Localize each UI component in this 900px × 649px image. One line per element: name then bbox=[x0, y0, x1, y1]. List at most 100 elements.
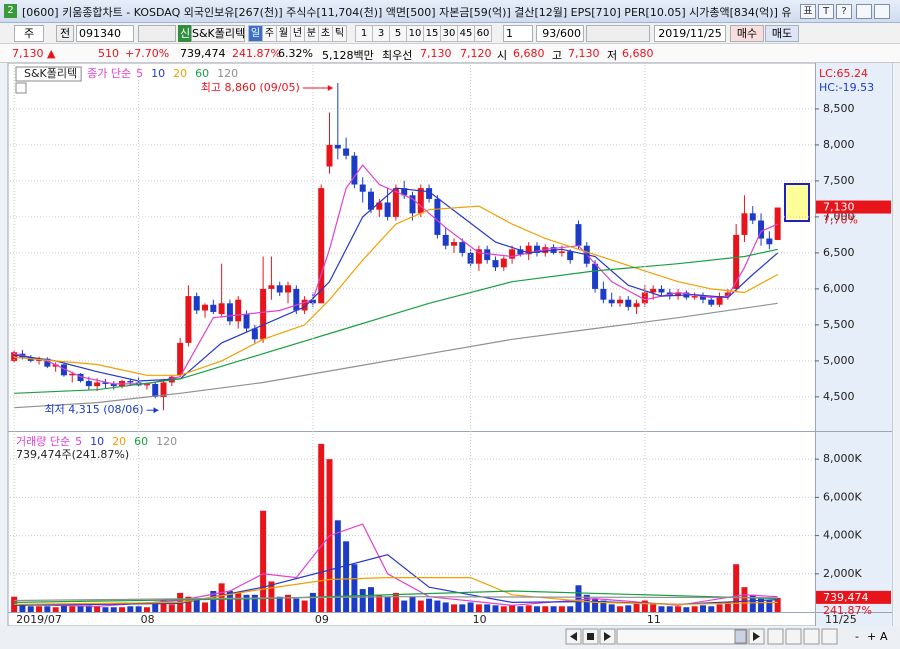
period-button[interactable]: 월 bbox=[276, 25, 291, 42]
period-button[interactable]: 분 bbox=[304, 25, 319, 42]
stock-name[interactable]: S&K폴리텍 bbox=[191, 25, 245, 42]
volume-bar bbox=[683, 607, 690, 612]
tool-button[interactable] bbox=[785, 628, 802, 645]
period-button[interactable]: 일 bbox=[248, 25, 263, 42]
interval-button[interactable]: 30 bbox=[440, 25, 458, 42]
volume-bar bbox=[235, 592, 242, 612]
ma-line bbox=[14, 577, 778, 606]
volume-bar bbox=[69, 606, 76, 612]
window-icon[interactable]: 표 bbox=[800, 4, 816, 19]
volume-bar bbox=[558, 606, 565, 612]
interval-button[interactable]: 1 bbox=[355, 25, 373, 42]
volume-bar bbox=[376, 594, 383, 612]
interval-button[interactable]: 3 bbox=[372, 25, 390, 42]
tool-button[interactable] bbox=[803, 628, 820, 645]
candle-body bbox=[243, 314, 250, 329]
zoom-in[interactable]: + bbox=[867, 630, 876, 643]
count-input[interactable]: 1 bbox=[503, 25, 533, 42]
volume-bar bbox=[334, 520, 341, 612]
window-icon[interactable]: ? bbox=[836, 4, 852, 19]
scroll-track[interactable] bbox=[616, 628, 748, 645]
nav-buttons[interactable] bbox=[138, 25, 176, 42]
x-tick-label: 11 bbox=[647, 613, 661, 626]
candle-body bbox=[185, 296, 192, 343]
zoom-auto[interactable]: A bbox=[880, 630, 888, 643]
candle-body bbox=[193, 296, 200, 311]
candle-body bbox=[766, 238, 773, 245]
period-button[interactable]: 초 bbox=[318, 25, 333, 42]
grid-icon[interactable] bbox=[15, 82, 27, 94]
close[interactable] bbox=[874, 4, 890, 19]
candle-body bbox=[301, 299, 308, 311]
volume-bar bbox=[542, 606, 549, 612]
candle-body bbox=[318, 188, 325, 304]
scroll-buttons bbox=[565, 628, 838, 645]
volume-bar bbox=[27, 606, 34, 612]
turnover: 6.32% bbox=[278, 47, 313, 60]
order-box[interactable] bbox=[784, 183, 810, 222]
last-value-label: 7,130 bbox=[823, 201, 855, 214]
volume-bar bbox=[210, 590, 217, 612]
low: 6,680 bbox=[622, 47, 654, 60]
minimize[interactable] bbox=[856, 4, 872, 19]
candle-body bbox=[343, 148, 350, 156]
candle-body bbox=[450, 242, 457, 246]
tool-icons[interactable] bbox=[586, 25, 650, 42]
scroll-thumb[interactable] bbox=[734, 629, 747, 644]
legend-entry: 20 bbox=[112, 435, 126, 448]
code-input[interactable]: 091340 bbox=[76, 25, 134, 42]
candle-body bbox=[110, 383, 117, 387]
volume-bar bbox=[592, 598, 599, 612]
candle-body bbox=[359, 184, 366, 192]
y-tick-label: 5,500 bbox=[823, 318, 855, 331]
sell-button[interactable]: 매도 bbox=[765, 25, 799, 42]
candle-body bbox=[293, 288, 300, 311]
legend-entry: 120 bbox=[217, 67, 238, 80]
stock-label: S&K폴리텍 bbox=[24, 67, 77, 80]
prev-button[interactable]: 전 bbox=[56, 25, 74, 42]
volume-bar bbox=[567, 606, 574, 612]
candle-body bbox=[334, 144, 341, 149]
ma-line bbox=[14, 302, 778, 409]
buy-button[interactable]: 매수 bbox=[730, 25, 764, 42]
volume-bar bbox=[102, 607, 109, 612]
change: 510 bbox=[98, 47, 119, 60]
candle-body bbox=[625, 299, 632, 307]
volume-bar bbox=[716, 604, 723, 612]
candle-body bbox=[733, 234, 740, 289]
volume-bar bbox=[243, 594, 250, 612]
volume-bar bbox=[19, 604, 26, 612]
tool-button[interactable] bbox=[821, 628, 838, 645]
window-icon[interactable]: T bbox=[818, 4, 834, 19]
candle-body bbox=[741, 213, 748, 235]
date-input[interactable]: 2019/11/25 bbox=[654, 25, 726, 42]
change-label: 241.87% bbox=[823, 604, 872, 617]
volume-bar bbox=[550, 606, 557, 612]
volume-bar bbox=[218, 583, 225, 612]
period-button[interactable]: 틱 bbox=[332, 25, 347, 42]
interval-button[interactable]: 60 bbox=[474, 25, 492, 42]
arrow-icon bbox=[753, 632, 760, 641]
volume-bar bbox=[525, 605, 532, 612]
axis-area bbox=[815, 63, 892, 626]
interval-button[interactable]: 5 bbox=[389, 25, 407, 42]
stock-label-box bbox=[15, 66, 82, 82]
interval-button[interactable]: 45 bbox=[457, 25, 475, 42]
tool-button[interactable] bbox=[767, 628, 784, 645]
candle-body bbox=[533, 245, 540, 253]
volume-bar bbox=[168, 604, 175, 612]
volume-bar bbox=[633, 602, 640, 612]
arrow-head bbox=[327, 84, 333, 91]
indicator: LC:65.24 bbox=[819, 67, 868, 80]
candle-body bbox=[326, 144, 333, 167]
interval-button[interactable]: 15 bbox=[423, 25, 441, 42]
zoom-out[interactable]: - bbox=[855, 630, 859, 643]
market-select[interactable]: 주 bbox=[14, 25, 44, 42]
interval-button[interactable]: 10 bbox=[406, 25, 424, 42]
period-button[interactable]: 년 bbox=[290, 25, 305, 42]
new-badge: 신 bbox=[178, 25, 192, 42]
volume-bar bbox=[658, 606, 665, 612]
volume-bar bbox=[666, 606, 673, 612]
period-button[interactable]: 주 bbox=[262, 25, 277, 42]
